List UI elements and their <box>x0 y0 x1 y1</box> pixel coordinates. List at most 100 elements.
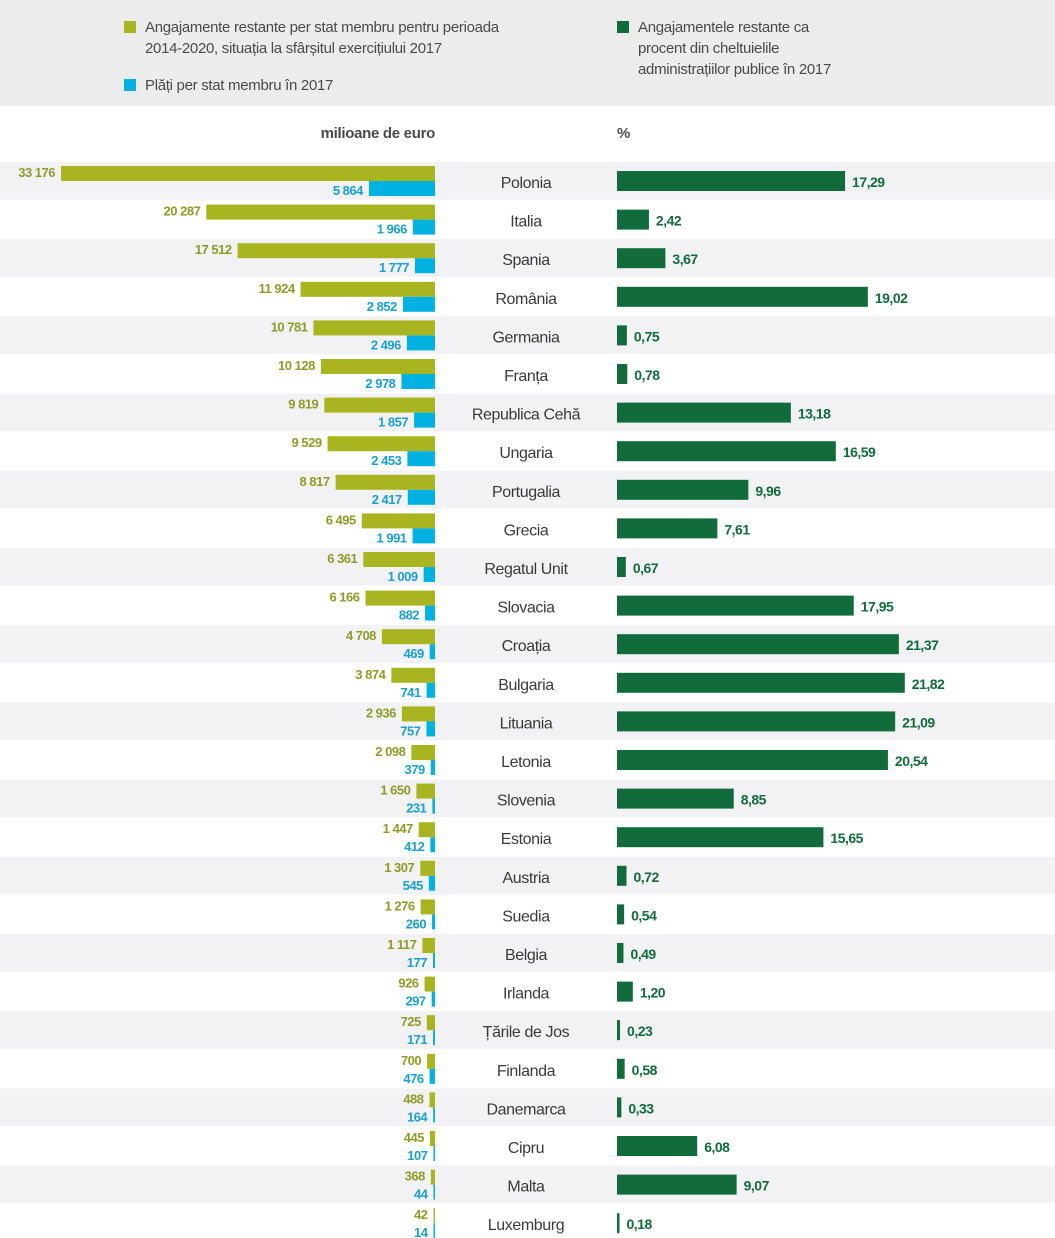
payments-bar <box>368 181 435 196</box>
legend-label-payments: Plăți per stat membru în 2017 <box>145 77 334 94</box>
percent-bar <box>617 248 666 269</box>
percent-bar <box>617 865 627 886</box>
legend-label-percent: Angajamentele restante ca procent din ch… <box>638 19 832 78</box>
country-label: Italia <box>510 214 542 231</box>
percent-bar <box>617 1058 625 1079</box>
country-label: Grecia <box>504 522 549 539</box>
commitments-bar <box>320 359 435 374</box>
payments-value-label: 1 857 <box>378 415 408 430</box>
country-label: Croația <box>502 638 551 655</box>
percent-bar <box>617 672 905 693</box>
percent-bar <box>617 788 734 809</box>
percent-value-label: 0,58 <box>632 1062 658 1078</box>
commitments-value-label: 9 819 <box>288 397 318 412</box>
commitments-value-label: 725 <box>401 1014 421 1029</box>
legend-swatch-payments <box>124 79 136 91</box>
legend-label-commitments: Angajamente restante per stat membru pen… <box>145 19 499 57</box>
commitments-value-label: 17 512 <box>195 242 232 257</box>
commitments-value-label: 6 166 <box>329 590 359 605</box>
commitments-value-label: 1 447 <box>383 821 413 836</box>
payments-value-label: 476 <box>403 1071 423 1086</box>
country-label: Letonia <box>501 754 551 771</box>
percent-bar <box>617 557 626 577</box>
payments-bar <box>407 451 435 467</box>
commitments-value-label: 700 <box>401 1053 421 1068</box>
commitments-bar <box>401 706 435 722</box>
commitments-bar <box>420 860 435 876</box>
percent-value-label: 17,95 <box>861 599 894 615</box>
percent-value-label: 0,33 <box>628 1100 654 1116</box>
percent-bar <box>617 1097 622 1118</box>
country-label: Țările de Jos <box>483 1024 570 1041</box>
payments-bar <box>428 875 435 891</box>
payments-bar <box>429 1068 435 1084</box>
percent-bar <box>617 1020 621 1041</box>
percent-value-label: 21,82 <box>912 676 945 692</box>
percent-value-label: 6,08 <box>704 1139 730 1155</box>
percent-value-label: 8,85 <box>741 792 767 808</box>
payments-value-label: 1 777 <box>379 260 409 275</box>
commitments-value-label: 368 <box>405 1169 425 1184</box>
row-background <box>0 856 1055 895</box>
commitments-value-label: 1 650 <box>380 783 410 798</box>
payments-value-label: 297 <box>405 994 425 1009</box>
percent-value-label: 2,42 <box>656 213 682 229</box>
commitments-value-label: 6 361 <box>327 551 357 566</box>
payments-bar <box>412 528 435 544</box>
payments-bar <box>433 1030 435 1046</box>
row-background <box>0 316 1055 354</box>
commitments-value-label: 11 924 <box>259 281 296 296</box>
payments-bar <box>423 567 435 582</box>
percent-bar <box>617 1136 698 1156</box>
country-label: Polonia <box>501 175 552 192</box>
percent-value-label: 19,02 <box>875 290 908 306</box>
commitments-bar <box>433 1208 435 1224</box>
commitments-value-label: 926 <box>398 976 418 991</box>
percent-bar <box>617 904 625 925</box>
legend-item-payments: Plăți per stat membru în 2017 <box>124 75 333 96</box>
row-background <box>0 470 1055 509</box>
percent-value-label: 13,18 <box>798 406 831 422</box>
country-label: Bulgaria <box>498 677 554 694</box>
payments-value-label: 741 <box>400 685 420 700</box>
payments-bar <box>402 296 435 312</box>
payments-value-label: 545 <box>403 878 423 893</box>
payments-bar <box>401 374 435 389</box>
commitments-bar <box>430 1169 435 1185</box>
payments-bar <box>430 837 435 853</box>
percent-bar <box>617 943 624 963</box>
payments-value-label: 1 966 <box>377 222 407 237</box>
percent-value-label: 1,20 <box>640 985 666 1001</box>
country-label: Malta <box>507 1179 545 1196</box>
percent-value-label: 0,67 <box>633 560 659 576</box>
row-background <box>0 1165 1055 1204</box>
commitments-bar <box>391 667 435 683</box>
payments-value-label: 2 417 <box>372 492 402 507</box>
legend-swatch-percent <box>617 21 629 33</box>
payments-bar <box>430 760 435 775</box>
payments-bar <box>414 258 435 274</box>
payments-bar <box>433 1223 435 1238</box>
payments-bar <box>425 605 435 621</box>
percent-value-label: 16,59 <box>843 444 876 460</box>
percent-bar <box>617 1213 620 1234</box>
payments-value-label: 231 <box>406 801 426 816</box>
payments-bar <box>426 682 435 698</box>
payments-bar <box>432 914 435 930</box>
country-label: Portugalia <box>492 484 561 501</box>
commitments-bar <box>324 397 435 413</box>
row-background <box>0 548 1055 586</box>
commitments-bar <box>335 474 435 490</box>
country-label: Slovenia <box>497 793 556 810</box>
commitments-bar <box>237 243 435 259</box>
payments-value-label: 44 <box>414 1187 429 1202</box>
commitments-value-label: 10 128 <box>278 358 315 373</box>
country-label: Belgia <box>505 947 548 964</box>
commitments-value-label: 1 307 <box>384 860 414 875</box>
percent-bar <box>617 479 749 500</box>
row-background <box>0 239 1055 277</box>
commitments-bar <box>300 281 435 297</box>
commitments-value-label: 3 874 <box>355 667 386 682</box>
percent-bar <box>617 402 791 423</box>
